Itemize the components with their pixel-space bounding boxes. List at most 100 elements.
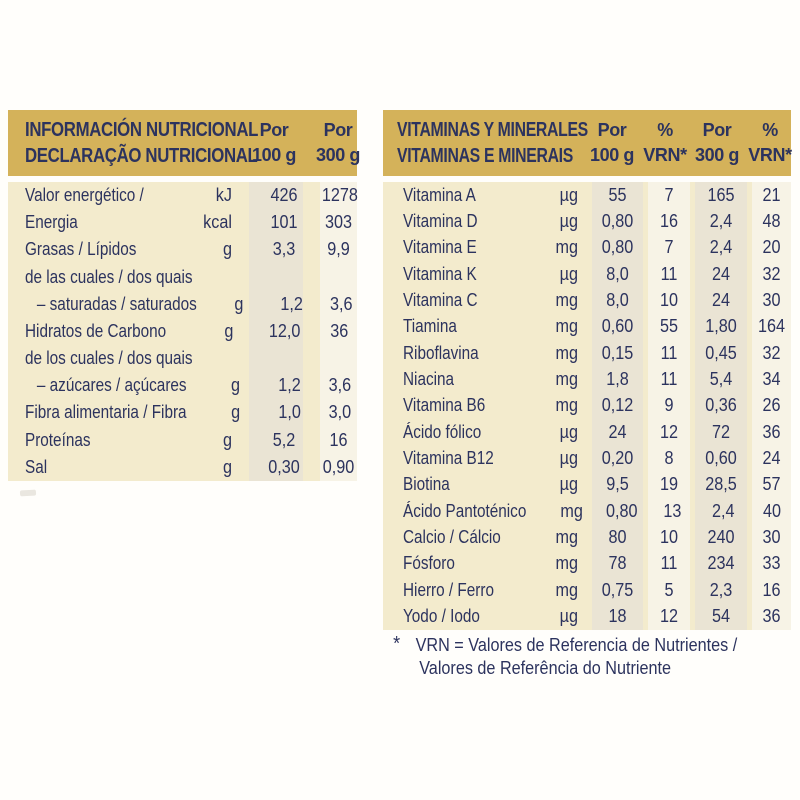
value-vrn-300g: 36 <box>762 606 781 627</box>
column-header-vrn-300g: % VRN* <box>748 120 792 165</box>
vitamin-name: Riboflavina <box>403 342 479 363</box>
vitamin-name: Calcio / Cálcio <box>403 527 501 548</box>
vitamin-unit: µg <box>559 211 578 232</box>
column-stripe-100g <box>249 182 303 481</box>
value-vrn-300g: 40 <box>763 500 782 521</box>
value-vrn-100g: 7 <box>664 184 674 205</box>
vitamin-name: Vitamina A <box>403 184 476 205</box>
value-per-100g: 0,80 <box>606 500 638 521</box>
value-per-300g: 165 <box>707 184 735 205</box>
value-vrn-300g: 48 <box>762 211 781 232</box>
vitamin-unit: mg <box>560 500 584 521</box>
value-per-100g: 80 <box>608 527 627 548</box>
vitamin-name: Fósforo <box>403 553 455 574</box>
value-per-300g: 9,9 <box>327 239 350 260</box>
nutrient-unit: kcal <box>203 212 232 233</box>
vitamin-name: Vitamina E <box>403 237 477 258</box>
vrn-footnote-line2: Valores de Referência do Nutriente <box>419 658 672 678</box>
value-vrn-300g: 26 <box>762 395 781 416</box>
nutrient-name: – saturadas / saturados <box>36 293 197 314</box>
nutrition-table-row: de los cuales / dos quais <box>8 345 357 372</box>
column-header-per-300g: Por 300 g <box>694 120 740 165</box>
vitamin-name: Niacina <box>403 369 455 390</box>
vitamins-table-row: Biotina µg 9,5 19 28,5 57 <box>383 472 791 498</box>
value-vrn-300g: 16 <box>762 579 781 600</box>
nutrient-name: Energia <box>25 212 78 233</box>
value-per-300g: 240 <box>707 527 735 548</box>
nutrient-name: Proteínas <box>25 429 91 450</box>
vitamins-table-row: Vitamina E mg 0,80 7 2,4 20 <box>383 235 791 261</box>
vitamin-unit: µg <box>559 421 578 442</box>
value-per-300g: 5,4 <box>709 369 733 390</box>
nutrient-unit: g <box>222 429 232 450</box>
column-header-per-100g: Por 100 g <box>589 120 635 165</box>
vitamins-table-row: Ácido fólico µg 24 12 72 36 <box>383 419 791 445</box>
vitamins-title-es: VITAMINAS Y MINERALES <box>397 119 588 141</box>
value-per-300g: 3,0 <box>328 402 352 423</box>
value-vrn-100g: 9 <box>664 395 674 416</box>
value-per-300g: 0,60 <box>705 448 737 469</box>
value-per-300g: 24 <box>711 290 731 311</box>
value-per-300g: 2,4 <box>711 500 735 521</box>
nutrition-table-row: Grasas / Lípidos g 3,3 9,9 <box>8 236 357 263</box>
value-per-100g: 101 <box>270 212 298 233</box>
value-per-300g: 54 <box>711 606 731 627</box>
nutrient-name: de las cuales / dos quais <box>25 266 193 287</box>
value-per-100g: 0,75 <box>601 579 634 600</box>
value-per-100g: 55 <box>608 184 627 205</box>
vitamins-table-row: Vitamina D µg 0,80 16 2,4 48 <box>383 208 791 234</box>
nutrient-unit: kJ <box>215 185 232 206</box>
vitamin-unit: mg <box>555 579 578 600</box>
vitamin-name: Ácido fólico <box>403 421 482 442</box>
value-per-300g: 3,6 <box>328 375 352 396</box>
vitamin-name: Vitamina C <box>403 290 478 311</box>
value-per-100g: 78 <box>608 553 627 574</box>
vitamin-name: Vitamina D <box>403 211 478 232</box>
value-per-300g: 0,90 <box>322 456 355 477</box>
nutrition-title-es: INFORMACIÓN NUTRICIONAL <box>25 119 259 141</box>
value-per-100g: 1,2 <box>278 375 302 396</box>
vitamin-name: Yodo / Iodo <box>403 606 480 627</box>
nutrition-table-row: Proteínas g 5,2 16 <box>8 427 357 454</box>
value-per-300g: 2,3 <box>709 579 733 600</box>
value-vrn-100g: 10 <box>659 527 679 548</box>
value-per-100g: 1,8 <box>606 369 629 390</box>
vitamin-unit: µg <box>559 263 578 284</box>
vitamin-unit: µg <box>559 448 578 469</box>
nutrient-unit: g <box>222 239 232 260</box>
value-per-300g: 2,4 <box>709 211 733 232</box>
column-stripe-vrn-300g <box>752 182 791 630</box>
value-per-300g: 36 <box>329 320 348 341</box>
nutrition-table-row: – saturadas / saturados g 1,2 3,6 <box>8 291 357 318</box>
vitamins-table-row: Vitamina B12 µg 0,20 8 0,60 24 <box>383 445 791 471</box>
vitamin-unit: mg <box>555 369 578 390</box>
nutrition-title-pt: DECLARAÇÃO NUTRICIONAL <box>25 145 258 167</box>
value-per-300g: 24 <box>711 263 731 284</box>
nutrient-name: Hidratos de Carbono <box>25 320 167 341</box>
value-per-100g: 1,0 <box>278 402 301 423</box>
vitamins-table-row: Calcio / Cálcio mg 80 10 240 30 <box>383 524 791 550</box>
nutrient-unit: g <box>231 375 241 396</box>
vitamin-unit: mg <box>555 342 578 363</box>
value-vrn-100g: 11 <box>660 369 678 390</box>
vitamin-unit: mg <box>555 527 578 548</box>
vitamins-table-row: Niacina mg 1,8 11 5,4 34 <box>383 366 791 392</box>
nutrition-table-row: Hidratos de Carbono g 12,0 36 <box>8 318 357 345</box>
nutrient-name: Sal <box>25 456 48 477</box>
vitamins-table-row: Vitamina K µg 8,0 11 24 32 <box>383 261 791 287</box>
value-per-100g: 0,20 <box>601 448 634 469</box>
value-vrn-300g: 32 <box>762 263 781 284</box>
nutrition-table-row: Fibra alimentaria / Fibra g 1,0 3,0 <box>8 399 357 426</box>
nutrient-name: Valor energético / <box>25 185 144 206</box>
value-per-100g: 0,60 <box>601 316 634 337</box>
vitamins-title-pt: VITAMINAS E MINERAIS <box>397 145 573 167</box>
value-per-300g: 1,80 <box>705 316 737 337</box>
vitamins-table-row: Vitamina C mg 8,0 10 24 30 <box>383 287 791 313</box>
value-vrn-100g: 12 <box>659 606 679 627</box>
value-per-100g: 5,2 <box>272 429 296 450</box>
vitamins-table-row: Yodo / Iodo µg 18 12 54 36 <box>383 604 791 630</box>
vitamins-table-row: Hierro / Ferro mg 0,75 5 2,3 16 <box>383 577 791 603</box>
vitamin-name: Vitamina B6 <box>403 395 486 416</box>
value-per-300g: 16 <box>329 429 348 450</box>
vitamin-name: Ácido Pantoténico <box>403 500 527 521</box>
